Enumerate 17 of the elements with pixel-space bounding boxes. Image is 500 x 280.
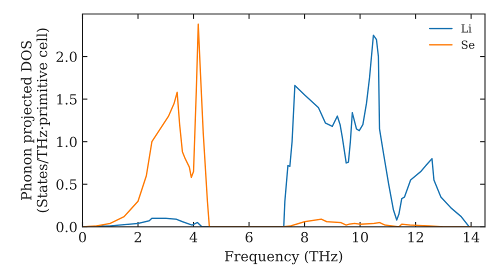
x-tick-label: 6 bbox=[246, 232, 253, 242]
y-tick-label: 0.0 bbox=[56, 222, 77, 232]
x-tick-label: 0 bbox=[78, 232, 86, 242]
y-tick-label: 1.5 bbox=[57, 94, 77, 105]
legend-label: Se bbox=[462, 40, 474, 49]
x-tick-label: 2 bbox=[134, 232, 142, 242]
y-tick-label: 1.0 bbox=[57, 136, 77, 148]
y-axis-title: Phonon projected DOS (States/THz·primitive cell) bbox=[20, 28, 50, 212]
x-tick-label: 8 bbox=[301, 232, 308, 242]
legend-label: Li bbox=[461, 24, 472, 32]
x-tick-label: 10 bbox=[352, 232, 368, 242]
y-tick-label: 0.5 bbox=[56, 179, 77, 190]
x-axis-title: Frequency (THz) bbox=[224, 250, 342, 264]
x-tick-label: 4 bbox=[190, 232, 198, 242]
x-tick-label: 12 bbox=[408, 232, 424, 242]
x-tick-label: 14 bbox=[464, 232, 480, 242]
y-tick-label: 2.0 bbox=[56, 52, 77, 62]
